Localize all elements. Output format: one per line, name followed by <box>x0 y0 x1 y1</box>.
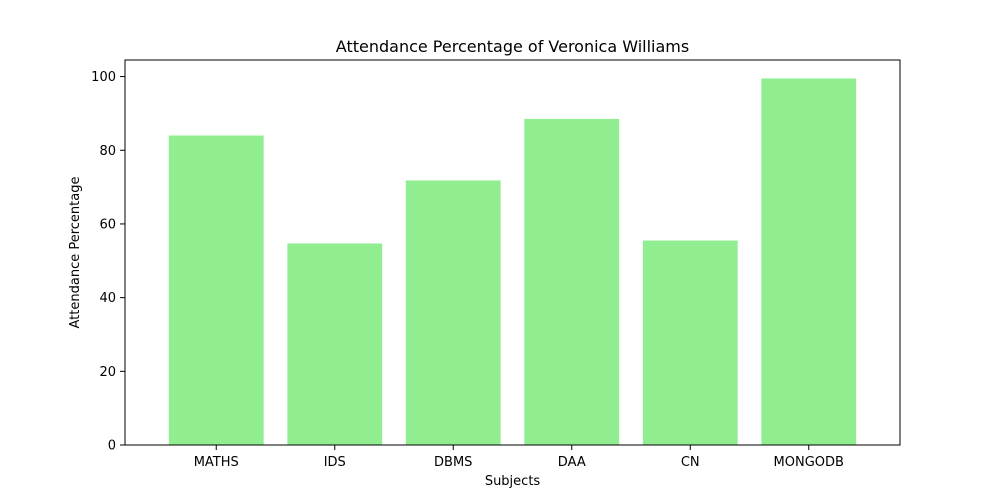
x-tick-label: DAA <box>558 455 586 470</box>
x-axis-label: Subjects <box>485 474 541 489</box>
chart-title: Attendance Percentage of Veronica Willia… <box>336 37 689 56</box>
x-tick-label: CN <box>681 455 700 470</box>
y-tick-label: 40 <box>99 291 116 306</box>
bar-ids <box>287 243 383 445</box>
plot-area-frame <box>124 59 901 446</box>
x-tick-label: MATHS <box>194 455 239 470</box>
y-tick-label: 0 <box>108 439 116 454</box>
x-tick-label: IDS <box>324 455 346 470</box>
x-tick-label: MONGODB <box>774 455 844 470</box>
y-tick-label: 100 <box>91 70 116 85</box>
x-tick-label: DBMS <box>434 455 472 470</box>
bar-maths <box>168 135 264 446</box>
y-tick-label: 80 <box>99 144 116 159</box>
bar-dbms <box>405 180 501 445</box>
y-tick-label: 20 <box>99 365 116 380</box>
x-axis-ticks: MATHS IDS DBMS DAA CN MONGODB <box>194 445 844 470</box>
y-axis-label: Attendance Percentage <box>68 177 83 329</box>
bar-mongodb <box>761 78 857 445</box>
bar-cn <box>642 240 738 445</box>
y-tick-label: 60 <box>99 217 116 232</box>
bars-group <box>168 78 857 446</box>
y-axis-ticks: 0 20 40 60 80 100 <box>91 70 125 454</box>
bar-daa <box>524 118 620 446</box>
